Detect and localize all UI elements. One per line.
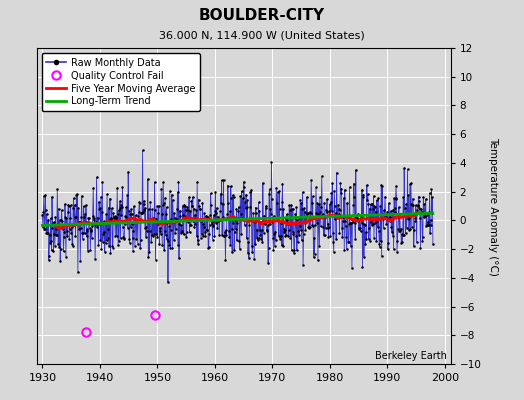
Text: BOULDER-CITY: BOULDER-CITY: [199, 8, 325, 23]
Title: BOULDER-CITY
36.000 N, 114.900 W (United States): BOULDER-CITY 36.000 N, 114.900 W (United…: [0, 399, 1, 400]
Text: 36.000 N, 114.900 W (United States): 36.000 N, 114.900 W (United States): [159, 30, 365, 40]
Legend: Raw Monthly Data, Quality Control Fail, Five Year Moving Average, Long-Term Tren: Raw Monthly Data, Quality Control Fail, …: [41, 53, 200, 111]
Text: Berkeley Earth: Berkeley Earth: [375, 351, 446, 361]
Y-axis label: Temperature Anomaly (°C): Temperature Anomaly (°C): [488, 136, 498, 276]
